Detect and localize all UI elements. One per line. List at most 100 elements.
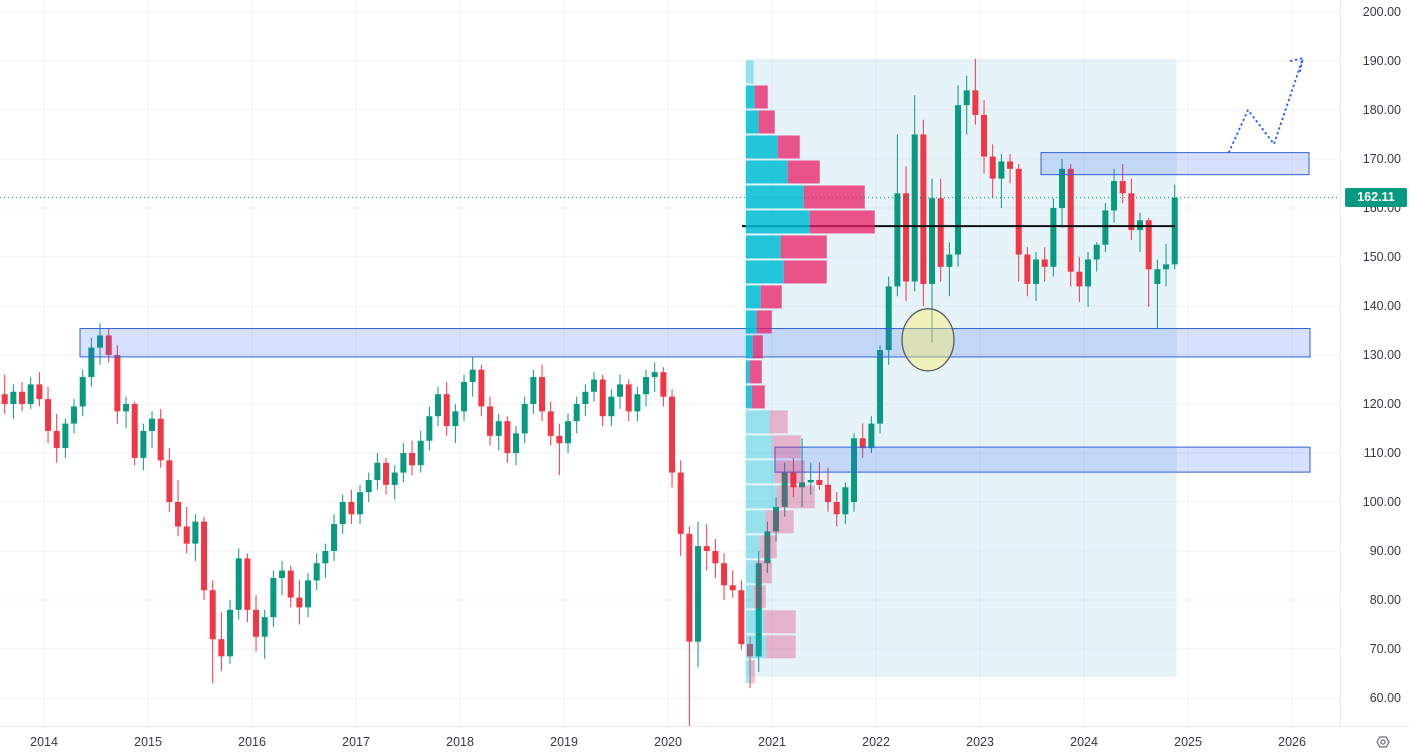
candle-up [781, 472, 788, 507]
demand-zone-109[interactable] [774, 446, 1311, 473]
candle-down [972, 90, 979, 115]
time-tick-label: 2026 [1278, 735, 1306, 749]
volume-profile-up-bar [745, 260, 784, 284]
candle-down [556, 435, 563, 444]
volume-profile-down-bar [752, 335, 763, 359]
candle-down [989, 156, 996, 179]
candle-up [617, 384, 624, 397]
candle-down [833, 502, 840, 515]
projection-arrow[interactable] [1228, 57, 1304, 153]
candle-up [305, 580, 312, 608]
time-axis[interactable]: 2014 2015 2016 2017 2018 2019 2020 2021 2022 2023… [0, 726, 1409, 756]
time-tick-label: 2019 [550, 735, 578, 749]
price-tick-label: 180.00 [1362, 103, 1401, 117]
candle-down [669, 396, 676, 473]
volume-profile-up-bar [745, 110, 759, 134]
candle-up [435, 394, 442, 417]
price-tick-label: 200.00 [1362, 5, 1401, 19]
candle-down [703, 546, 710, 551]
volume-profile-down-bar [769, 410, 788, 434]
candle-up [885, 286, 892, 351]
settings-icon[interactable] [1375, 734, 1391, 750]
candle-up [565, 421, 572, 444]
candle-down [487, 406, 494, 436]
candle-up [1163, 264, 1170, 270]
candle-up [279, 570, 286, 578]
candle-down [1041, 259, 1048, 267]
projection-arrow-head[interactable] [1290, 56, 1305, 72]
candle-up [807, 479, 814, 483]
price-axis[interactable]: 200.00 190.00 180.00 170.00 160.00 150.00 140.… [1340, 0, 1409, 727]
candle-up [149, 418, 156, 431]
time-tick-label: 2018 [446, 735, 474, 749]
candle-up [591, 379, 598, 392]
candle-down [738, 590, 745, 645]
candle-down [1128, 193, 1135, 231]
candle-down [937, 198, 944, 267]
candle-down [175, 502, 182, 527]
volume-profile-down-bar [783, 260, 827, 284]
candle-down [747, 644, 754, 657]
candle-up [1102, 210, 1109, 245]
candle-up [88, 347, 95, 378]
time-tick-label: 2015 [134, 735, 162, 749]
candle-up [799, 482, 806, 488]
volume-profile-up-bar [745, 460, 775, 484]
supply-zone-169[interactable] [1040, 152, 1310, 176]
candle-down [244, 558, 251, 610]
price-tick-label: 140.00 [1362, 299, 1401, 313]
candle-down [114, 355, 121, 412]
price-tick-label: 120.00 [1362, 397, 1401, 411]
candle-down [729, 585, 736, 591]
candle-up [322, 551, 329, 564]
volume-profile-down-bar [763, 610, 796, 634]
volume-profile-down-bar [774, 460, 805, 484]
candlestick-chart[interactable] [0, 0, 1341, 727]
candle-up [963, 90, 970, 106]
volume-profile-up-bar [745, 85, 755, 109]
supply-zone-135[interactable] [79, 328, 1311, 358]
candle-down [478, 369, 485, 407]
candle-up [27, 384, 34, 404]
candle-down [1, 394, 8, 404]
candle-down [903, 193, 910, 282]
candle-up [1111, 181, 1118, 211]
candle-up [911, 134, 918, 282]
candle-up [140, 430, 147, 458]
volume-profile-up-bar [745, 285, 761, 309]
candle-down [201, 521, 208, 591]
price-tick-label: 130.00 [1362, 348, 1401, 362]
candle-up [894, 193, 901, 287]
candle-down [1076, 271, 1083, 287]
candle-down [721, 563, 728, 586]
volume-profile-up-bar [745, 510, 766, 534]
candle-up [1033, 259, 1040, 284]
candle-down [183, 526, 190, 544]
candle-down [1145, 220, 1152, 270]
ellipse-highlight[interactable] [901, 308, 955, 372]
volume-profile-down-bar [749, 360, 762, 384]
candle-up [261, 617, 268, 637]
candle-up [417, 440, 424, 466]
candle-up [331, 524, 338, 551]
volume-profile-down-bar [753, 585, 766, 609]
candle-down [409, 453, 416, 466]
time-tick-label: 2016 [238, 735, 266, 749]
time-tick-label: 2023 [966, 735, 994, 749]
candle-down [131, 404, 138, 458]
time-tick-label: 2024 [1070, 735, 1098, 749]
candle-down [45, 399, 52, 431]
candle-down [660, 372, 667, 397]
volume-profile-down-bar [776, 485, 815, 509]
candle-down [1119, 181, 1126, 194]
candle-down [599, 379, 606, 417]
candle-up [469, 369, 476, 382]
volume-profile-down-bar [803, 185, 865, 209]
candle-down [1067, 168, 1074, 272]
candle-up [946, 254, 953, 267]
price-tick-label: 80.00 [1369, 593, 1401, 607]
candle-up [391, 472, 398, 485]
volume-profile-up-bar [745, 635, 766, 659]
candle-up [357, 492, 364, 515]
candle-up [97, 335, 104, 348]
